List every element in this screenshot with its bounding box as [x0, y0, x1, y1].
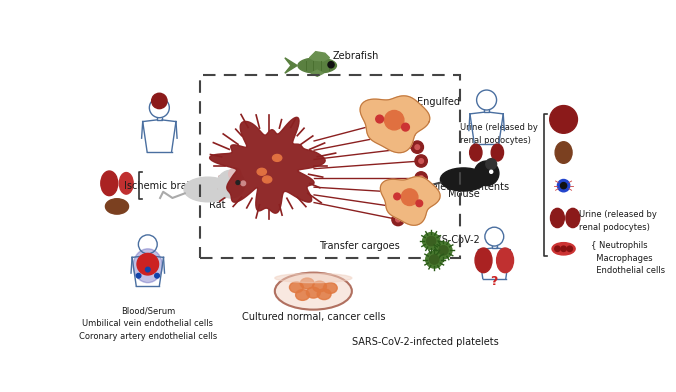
Ellipse shape: [257, 168, 266, 175]
Circle shape: [414, 191, 418, 196]
Circle shape: [395, 217, 400, 222]
Ellipse shape: [105, 199, 128, 214]
Polygon shape: [381, 176, 440, 225]
Text: Rat: Rat: [209, 200, 225, 209]
Ellipse shape: [272, 154, 282, 162]
Circle shape: [385, 111, 404, 130]
Text: Engulfed: Engulfed: [417, 98, 460, 107]
Ellipse shape: [323, 283, 337, 294]
Polygon shape: [310, 52, 329, 61]
Text: Mouse: Mouse: [448, 189, 479, 199]
Text: SARS-CoV-2: SARS-CoV-2: [422, 235, 480, 245]
Circle shape: [410, 187, 422, 200]
Circle shape: [427, 236, 436, 246]
Ellipse shape: [550, 209, 564, 228]
Circle shape: [228, 168, 241, 180]
Ellipse shape: [491, 144, 504, 161]
Ellipse shape: [101, 171, 118, 196]
Text: Urine (released by
renal podocytes): Urine (released by renal podocytes): [460, 123, 538, 145]
Circle shape: [416, 200, 422, 207]
Ellipse shape: [554, 179, 573, 192]
Circle shape: [402, 203, 414, 215]
Circle shape: [489, 170, 493, 173]
Circle shape: [560, 183, 566, 189]
Text: Zebrafish: Zebrafish: [333, 51, 379, 61]
Circle shape: [376, 115, 383, 123]
Ellipse shape: [275, 274, 352, 283]
Circle shape: [217, 170, 245, 198]
Circle shape: [550, 105, 577, 133]
Circle shape: [486, 159, 497, 169]
Ellipse shape: [295, 290, 310, 300]
Circle shape: [415, 145, 420, 149]
Circle shape: [145, 267, 150, 272]
Circle shape: [419, 159, 423, 163]
Ellipse shape: [497, 248, 514, 273]
Text: { Neutrophils
  Macrophages
  Endothelial cells: { Neutrophils Macrophages Endothelial ce…: [592, 241, 665, 275]
Circle shape: [400, 116, 404, 120]
Circle shape: [406, 207, 410, 211]
Polygon shape: [285, 58, 297, 73]
Ellipse shape: [566, 209, 580, 228]
Ellipse shape: [300, 278, 314, 289]
Circle shape: [402, 123, 410, 131]
Circle shape: [435, 242, 452, 259]
Ellipse shape: [275, 273, 352, 310]
Ellipse shape: [262, 176, 272, 183]
Circle shape: [411, 141, 423, 153]
Circle shape: [151, 93, 167, 109]
Circle shape: [567, 246, 573, 252]
Ellipse shape: [475, 248, 492, 273]
Text: ?: ?: [491, 275, 498, 288]
Ellipse shape: [555, 142, 572, 163]
Text: SARS-CoV-2-infected platelets: SARS-CoV-2-infected platelets: [352, 337, 498, 347]
Circle shape: [415, 172, 427, 184]
Polygon shape: [311, 70, 323, 76]
Circle shape: [475, 161, 499, 186]
Ellipse shape: [317, 289, 331, 299]
Ellipse shape: [306, 287, 320, 298]
Circle shape: [402, 189, 418, 205]
Circle shape: [422, 232, 439, 250]
Circle shape: [415, 155, 427, 167]
Polygon shape: [360, 96, 430, 152]
Circle shape: [404, 125, 416, 138]
Circle shape: [137, 253, 159, 275]
Ellipse shape: [289, 282, 304, 293]
Ellipse shape: [440, 168, 487, 191]
Circle shape: [426, 251, 443, 268]
Text: Cultured normal, cancer cells: Cultured normal, cancer cells: [241, 312, 385, 322]
Circle shape: [419, 176, 423, 180]
Text: Transfer cargoes: Transfer cargoes: [319, 241, 400, 251]
Text: Blood/Serum
Umbilical vein endothelial cells
Coronary artery endothelial cells: Blood/Serum Umbilical vein endothelial c…: [78, 307, 217, 341]
Circle shape: [430, 255, 439, 264]
Circle shape: [394, 193, 400, 200]
Circle shape: [155, 274, 160, 278]
Circle shape: [137, 274, 141, 278]
Circle shape: [395, 112, 408, 124]
Ellipse shape: [184, 177, 232, 202]
Ellipse shape: [119, 172, 133, 194]
Text: Ischemic brain: Ischemic brain: [124, 181, 195, 191]
Ellipse shape: [552, 243, 575, 255]
Text: Urine (released by
renal podocytes): Urine (released by renal podocytes): [579, 210, 657, 232]
Text: Release contents: Release contents: [425, 182, 509, 192]
Ellipse shape: [312, 281, 327, 292]
Ellipse shape: [298, 58, 337, 73]
Circle shape: [558, 180, 570, 192]
Circle shape: [555, 246, 560, 252]
Circle shape: [328, 62, 334, 68]
Ellipse shape: [133, 249, 162, 283]
Polygon shape: [210, 117, 325, 213]
Circle shape: [439, 246, 448, 255]
Ellipse shape: [470, 144, 482, 161]
Circle shape: [236, 181, 240, 185]
Circle shape: [561, 246, 566, 252]
Circle shape: [392, 213, 404, 226]
Circle shape: [241, 181, 245, 186]
Circle shape: [407, 129, 412, 134]
